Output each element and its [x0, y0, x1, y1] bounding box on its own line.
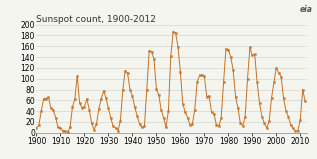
- Text: eia: eia: [299, 5, 312, 14]
- Text: Sunspot count, 1900-2012: Sunspot count, 1900-2012: [36, 15, 156, 24]
